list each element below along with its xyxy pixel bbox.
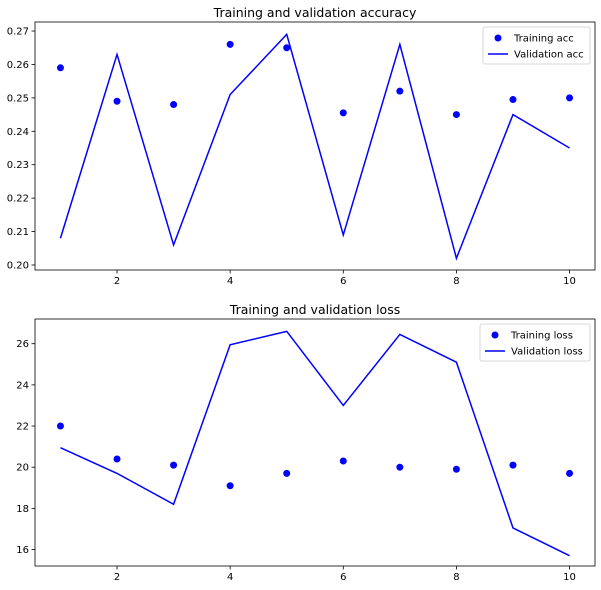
- loss-chart-title: Training and validation loss: [229, 302, 400, 317]
- loss-y-tick-label: 20: [16, 463, 29, 474]
- training-loss-legend-swatch: [491, 331, 499, 339]
- accuracy-x-tick-label: 4: [227, 276, 233, 287]
- validation-loss-legend-label: Validation loss: [511, 347, 583, 358]
- accuracy-y-tick-label: 0.26: [7, 60, 29, 71]
- training-acc-point: [170, 101, 178, 109]
- loss-y-tick-label: 24: [16, 380, 29, 391]
- accuracy-y-tick-label: 0.27: [7, 27, 29, 38]
- training-acc-point: [226, 40, 234, 48]
- validation-loss-line: [60, 330, 570, 557]
- loss-y-tick-label: 26: [16, 339, 29, 350]
- accuracy-y-tick-label: 0.24: [7, 127, 29, 138]
- training-loss-point: [566, 469, 574, 477]
- accuracy-x-tick-label: 6: [340, 276, 346, 287]
- accuracy-legend: Training acc Validation acc: [482, 26, 591, 65]
- loss-chart: Training and validation loss 2 4 6 8 1016182…: [16, 302, 596, 583]
- training-acc-legend-swatch: [494, 34, 502, 42]
- training-acc-point: [113, 97, 121, 105]
- accuracy-chart-title: Training and validation accuracy: [213, 5, 417, 20]
- accuracy-legend-box: [482, 26, 591, 65]
- loss-x-tick-label: 8: [453, 572, 459, 583]
- training-loss-point: [283, 469, 291, 477]
- accuracy-x-tick-label: 2: [114, 276, 120, 287]
- training-loss-point: [170, 461, 178, 469]
- training-acc-legend-label: Training acc: [513, 34, 574, 45]
- training-loss-point: [509, 461, 517, 469]
- training-acc-point: [339, 109, 347, 117]
- training-acc-point: [566, 94, 574, 102]
- accuracy-x-tick-label: 8: [453, 276, 459, 287]
- training-loss-point: [339, 457, 347, 465]
- accuracy-chart: Training and validation accuracy 2 4 6 8 10 0…: [7, 5, 596, 287]
- accuracy-y-tick-label: 0.22: [7, 194, 29, 205]
- training-loss-point: [56, 422, 64, 430]
- loss-x-tick-label: 2: [114, 572, 120, 583]
- training-loss-point: [226, 482, 234, 490]
- accuracy-y-tick-label: 0.23: [7, 160, 29, 171]
- training-acc-point: [396, 87, 404, 95]
- loss-x-tick-label: 4: [227, 572, 233, 583]
- training-loss-point: [396, 463, 404, 471]
- training-loss-point: [113, 455, 121, 463]
- accuracy-x-tick-label: 10: [563, 276, 576, 287]
- loss-y-tick-label: 16: [16, 545, 29, 556]
- loss-legend: Training loss Validation loss: [479, 323, 591, 362]
- training-acc-point: [283, 44, 291, 52]
- loss-legend-box: [479, 323, 591, 362]
- accuracy-plot-area: 2 4 6 8 10 0.20 0.21 0.22 0.23 0.24 0.25 0.26 0.27 Tr…: [7, 21, 596, 287]
- training-acc-point: [452, 111, 460, 119]
- training-loss-point: [452, 465, 460, 473]
- validation-acc-legend-label: Validation acc: [514, 50, 584, 61]
- loss-y-tick-label: 18: [16, 504, 29, 515]
- training-acc-point: [509, 96, 517, 104]
- accuracy-y-tick-label: 0.21: [7, 227, 29, 238]
- accuracy-y-tick-label: 0.20: [7, 260, 29, 271]
- training-loss-legend-label: Training loss: [510, 331, 573, 342]
- loss-x-tick-label: 6: [340, 572, 346, 583]
- accuracy-axes-frame: [34, 21, 596, 271]
- loss-x-tick-label: 10: [563, 572, 576, 583]
- training-acc-point: [56, 64, 64, 72]
- validation-acc-line: [59, 32, 570, 261]
- accuracy-y-tick-label: 0.25: [7, 93, 29, 104]
- loss-y-tick-label: 22: [16, 422, 29, 433]
- loss-axes-frame: [34, 318, 596, 567]
